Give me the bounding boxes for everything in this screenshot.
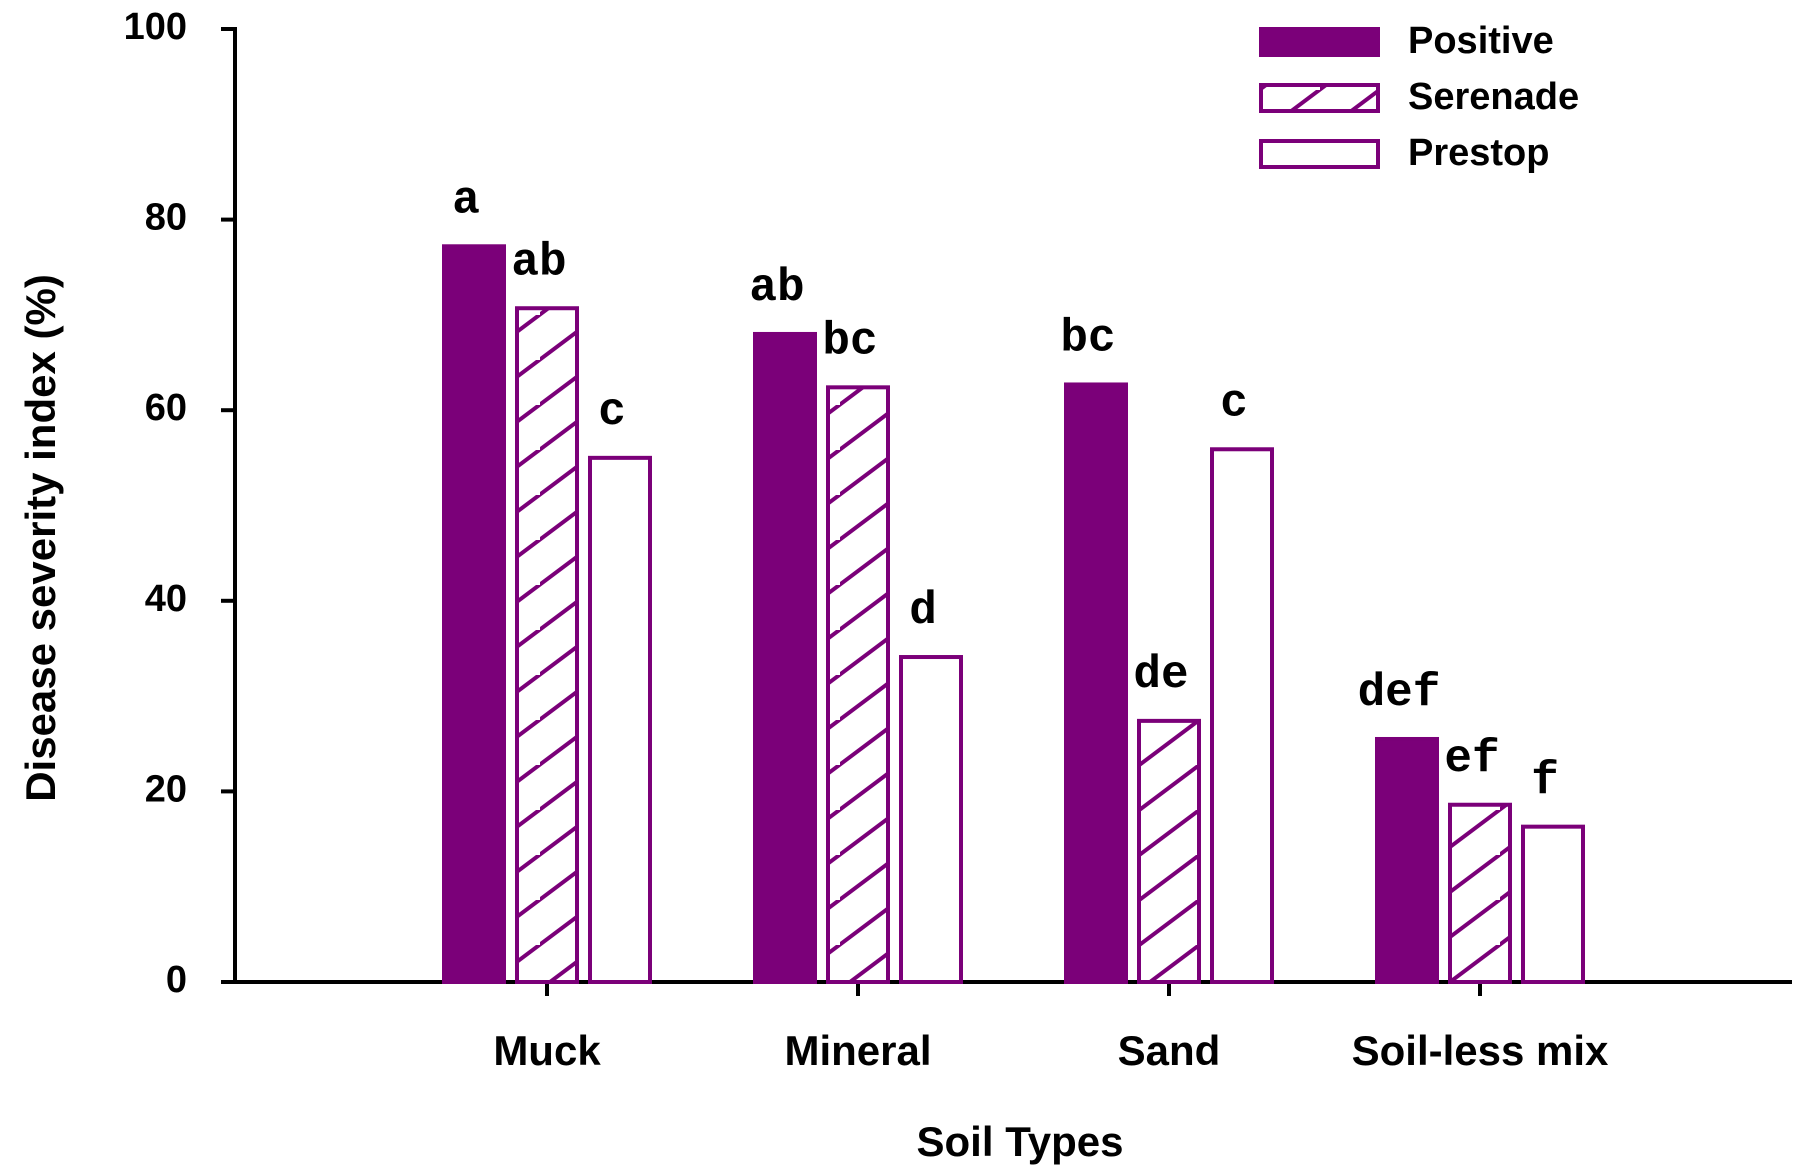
bar: [1375, 736, 1439, 984]
bar-letter: c: [1220, 377, 1248, 429]
bar: [753, 331, 817, 984]
bar-letter: ab: [511, 236, 566, 288]
bar: [899, 655, 963, 984]
y-tick-label: 0: [166, 959, 187, 1001]
bar-letter: c: [598, 386, 626, 438]
bar: [1137, 718, 1201, 984]
legend-label: Positive: [1408, 20, 1554, 62]
y-tick-label: 20: [145, 768, 187, 810]
bar: [826, 385, 890, 984]
bar-letter: a: [452, 174, 480, 226]
x-axis-title: Soil Types: [917, 1118, 1124, 1165]
bar-letter: bc: [822, 315, 877, 367]
bar: [588, 455, 652, 985]
bar-letter: de: [1133, 649, 1188, 701]
bar-letter: ef: [1444, 733, 1499, 785]
legend-label: Prestop: [1408, 132, 1549, 174]
y-tick-label: 80: [145, 197, 187, 239]
bar: [1521, 824, 1585, 985]
legend-swatch: [1259, 83, 1380, 113]
x-tick-label: Muck: [493, 1027, 601, 1074]
legend-swatch: [1259, 27, 1380, 57]
bar: [1064, 382, 1128, 984]
x-tick-label: Mineral: [784, 1027, 931, 1074]
y-tick-label: 40: [145, 578, 187, 620]
x-tick-label: Sand: [1118, 1027, 1221, 1074]
bar-letter: def: [1358, 667, 1441, 719]
bar-letter: bc: [1060, 313, 1115, 365]
bar-letter: f: [1531, 755, 1559, 807]
bar-letter: ab: [749, 262, 804, 314]
y-tick-label: 60: [145, 387, 187, 429]
bar: [515, 306, 579, 984]
bar: [1448, 802, 1512, 984]
legend-label: Serenade: [1408, 76, 1579, 118]
bar: [1210, 447, 1274, 984]
bar-letter: d: [909, 585, 937, 637]
y-axis-title: Disease severity index (%): [17, 274, 64, 802]
y-tick-label: 100: [124, 6, 187, 48]
bar: [442, 244, 506, 984]
legend-swatch: [1259, 139, 1380, 169]
x-tick-label: Soil-less mix: [1352, 1027, 1609, 1074]
